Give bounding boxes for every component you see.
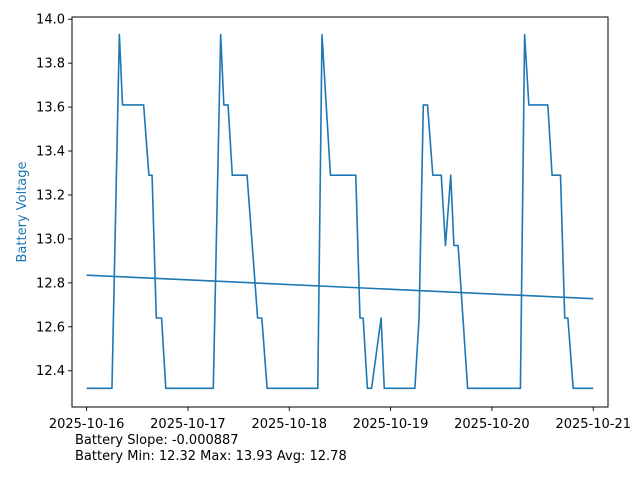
y-tick-label: 13.6 xyxy=(36,101,65,116)
plot-area xyxy=(86,33,594,390)
x-tick-label: 2025-10-17 xyxy=(150,417,226,432)
x-tick-label: 2025-10-16 xyxy=(49,417,125,432)
battery-summary-text: Battery Min: 12.32 Max: 13.93 Avg: 12.78 xyxy=(75,449,347,464)
y-tick-label: 12.6 xyxy=(36,320,65,335)
axes-frame xyxy=(71,16,609,408)
y-tick-label: 12.4 xyxy=(36,364,65,379)
y-tick-label: 13.4 xyxy=(36,145,65,160)
y-tick-label: 13.2 xyxy=(36,188,65,203)
x-tick-label: 2025-10-19 xyxy=(353,417,429,432)
y-tick-label: 14.0 xyxy=(36,13,65,28)
y-tick-label: 12.8 xyxy=(36,276,65,291)
x-tick-label: 2025-10-20 xyxy=(454,417,530,432)
y-tick-label: 13.0 xyxy=(36,232,65,247)
battery-slope-text: Battery Slope: -0.000887 xyxy=(75,433,239,448)
y-tick-label: 13.8 xyxy=(36,57,65,72)
y-axis-label: Battery Voltage xyxy=(15,161,30,262)
trend-line xyxy=(86,274,594,300)
y-axis: 12.4 12.6 12.8 13.0 13.2 13.4 13.6 13.8 14.0 xyxy=(36,13,72,379)
x-tick-label: 2025-10-18 xyxy=(251,417,327,432)
x-tick-label: 2025-10-21 xyxy=(555,417,631,432)
x-axis: 2025-10-16 2025-10-17 2025-10-18 2025-10-19… xyxy=(49,407,631,432)
voltage-series-line xyxy=(86,33,594,390)
